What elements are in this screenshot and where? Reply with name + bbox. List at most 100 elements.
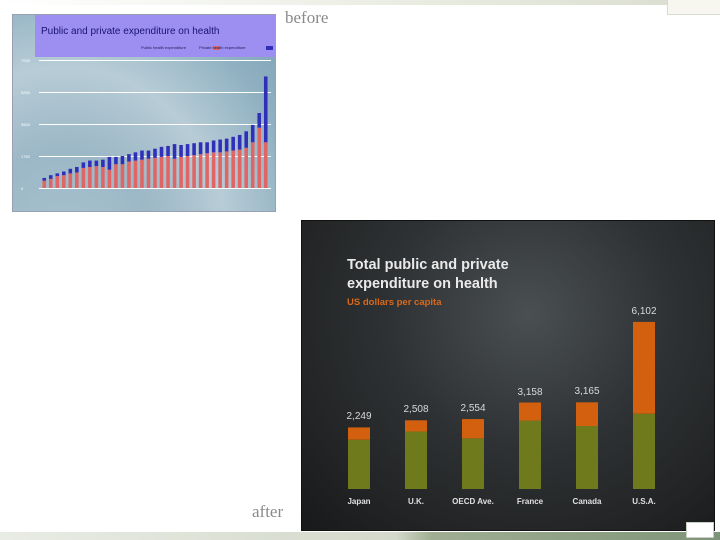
before-bar-private <box>231 136 235 151</box>
before-bar-private <box>120 156 125 165</box>
before-bar-public <box>231 150 235 188</box>
after-bar-total-label: 2,554 <box>460 403 486 415</box>
before-bar-private <box>153 148 157 158</box>
before-bar-public <box>140 159 144 188</box>
before-bar-public <box>75 172 79 188</box>
after-bar-private <box>519 402 541 421</box>
before-bar-private <box>140 150 144 160</box>
after-bar-public <box>348 439 370 489</box>
after-chart-subtitle: US dollars per capita <box>347 297 442 308</box>
after-category-label: OECD Ave. <box>452 497 494 506</box>
before-bar-public <box>62 175 66 188</box>
before-bar-private <box>159 146 164 157</box>
after-bar-private <box>405 420 427 432</box>
before-chart-plot <box>42 76 268 188</box>
before-bar-public <box>263 142 268 188</box>
before-bar-private <box>192 143 196 156</box>
before-bar-public <box>88 166 92 188</box>
before-chart-title: Public and private expenditure on health <box>41 26 220 37</box>
after-chart-title: Total public and private expenditure on … <box>347 257 509 292</box>
before-bar-private <box>42 177 47 181</box>
before-bar-public <box>120 164 125 188</box>
after-category-label: Canada <box>572 497 602 506</box>
before-bar-public <box>68 173 73 188</box>
before-bar-public <box>218 152 222 188</box>
before-y-tick-label: 1750 <box>21 154 30 159</box>
before-bar-private <box>179 145 183 157</box>
before-bar-private <box>55 173 60 177</box>
before-bar-public <box>159 156 164 188</box>
before-bar-private <box>224 138 229 152</box>
before-bar-private <box>48 175 53 179</box>
before-bar-private <box>218 139 222 153</box>
before-bar-public <box>114 164 118 188</box>
before-bar-private <box>166 145 170 156</box>
after-category-label: U.S.A. <box>632 497 656 506</box>
after-bar-public <box>576 426 598 489</box>
after-bar-private <box>633 321 655 414</box>
before-bar-private <box>107 156 112 170</box>
before-legend-swatch-private <box>266 46 273 50</box>
after-bar-public <box>519 420 541 489</box>
before-gridline <box>39 124 271 125</box>
before-bar-public <box>224 151 229 188</box>
before-bar-public <box>192 155 196 188</box>
before-bar-public <box>211 152 216 188</box>
before-bar-private <box>62 171 66 176</box>
after-chart-plot <box>348 321 655 489</box>
before-bar-private <box>81 162 86 168</box>
after-bar-private <box>576 402 598 427</box>
after-category-label: Japan <box>347 497 371 506</box>
before-bar-public <box>55 176 60 188</box>
before-y-tick-label: 3500 <box>21 122 30 127</box>
before-legend-label-private: Private health expenditure <box>199 45 246 50</box>
before-bar-public <box>185 156 190 188</box>
before-bar-public <box>166 156 170 188</box>
before-legend-label-public: Public health expenditure <box>141 45 186 50</box>
before-bar-private <box>127 154 131 162</box>
before-bar-private <box>101 159 105 167</box>
before-bar-public <box>146 158 151 188</box>
before-bar-public <box>244 147 248 188</box>
before-chart: Public and private expenditure on health… <box>12 14 276 212</box>
before-bar-public <box>153 157 157 188</box>
before-legend-swatch-public <box>213 46 220 50</box>
before-caption: before <box>285 8 329 27</box>
before-bar-private <box>185 144 190 156</box>
before-bar-private <box>205 142 209 154</box>
top-right-decor-tab <box>667 0 720 15</box>
before-bar-public <box>179 156 183 188</box>
before-bar-private <box>146 150 151 159</box>
after-bar-private <box>348 427 370 440</box>
before-bar-private <box>114 156 118 165</box>
before-bar-public <box>48 178 53 188</box>
before-gridline <box>39 188 271 189</box>
before-bar-private <box>263 76 268 143</box>
before-gridline <box>39 60 271 61</box>
before-bar-private <box>75 166 79 173</box>
before-bar-public <box>205 153 209 188</box>
before-bar-public <box>94 166 99 188</box>
before-bar-public <box>172 158 177 188</box>
after-bar-public <box>633 413 655 489</box>
corner-logo <box>686 522 714 538</box>
after-bar-total-label: 2,249 <box>346 411 372 423</box>
before-bar-public <box>107 169 112 188</box>
after-bar-total-label: 6,102 <box>631 305 657 317</box>
before-gridline <box>39 92 271 93</box>
before-bar-private <box>244 131 248 148</box>
before-bar-private <box>198 142 203 155</box>
after-bar-total-label: 2,508 <box>403 404 429 416</box>
after-bar-private <box>462 419 484 439</box>
after-bar-total-label: 3,158 <box>517 386 543 398</box>
after-category-label: U.K. <box>408 497 424 506</box>
before-y-tick-label: 0 <box>21 186 24 191</box>
after-chart: Total public and private expenditure on … <box>301 220 715 531</box>
before-bar-private <box>94 160 99 167</box>
top-decor-bar <box>0 0 720 5</box>
bottom-decor-bar <box>0 532 720 540</box>
after-bar-public <box>405 431 427 489</box>
before-bar-private <box>133 152 138 161</box>
after-caption: after <box>252 502 284 521</box>
after-bar-public <box>462 438 484 489</box>
